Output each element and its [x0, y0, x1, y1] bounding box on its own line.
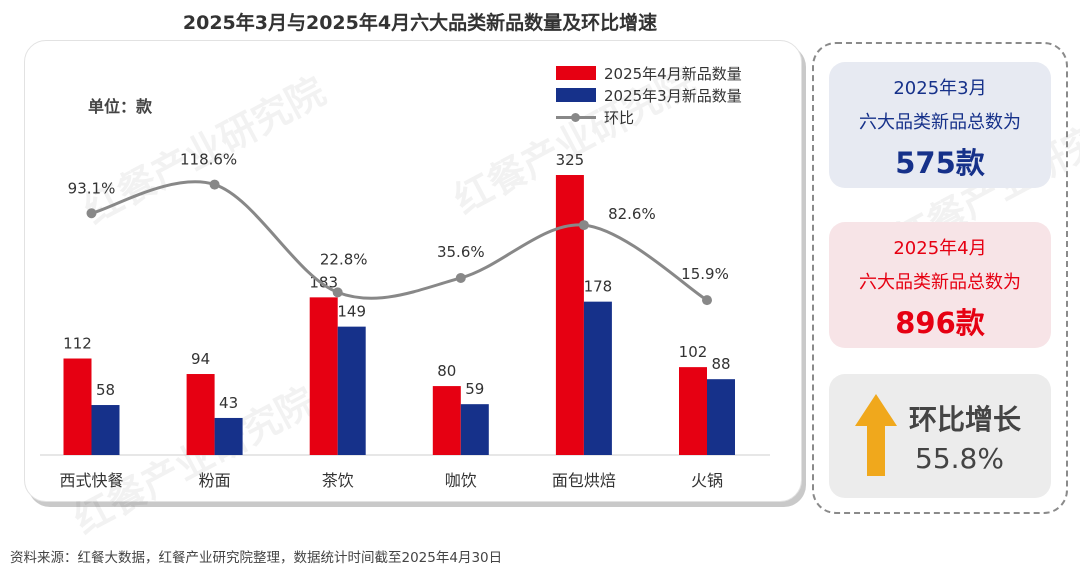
mom-data-label: 22.8%: [320, 250, 368, 268]
data-label-mar: 59: [465, 380, 484, 398]
mom-point: [578, 220, 589, 231]
bar-apr: [679, 367, 707, 455]
arrow-up-icon: [855, 394, 897, 476]
legend-swatch-mom: [556, 110, 596, 124]
page-title: 2025年3月与2025年4月六大品类新品数量及环比增速: [182, 12, 658, 34]
mom-point: [332, 287, 343, 298]
growth-label: 环比增长: [909, 403, 1022, 436]
bar-mar: [460, 404, 489, 455]
data-label-apr: 325: [556, 151, 585, 169]
legend: 2025年4月新品数量 2025年3月新品数量 环比: [556, 62, 742, 128]
data-label-apr: 102: [679, 343, 708, 361]
source-note: 资料来源：红餐大数据，红餐产业研究院整理，数据统计时间截至2025年4月30日: [10, 550, 503, 566]
mom-data-label: 15.9%: [681, 265, 729, 283]
apr-desc: 六大品类新品总数为: [859, 272, 1021, 293]
mom-data-label: 82.6%: [608, 205, 656, 223]
bar-mar: [337, 326, 366, 455]
mom-data-label: 35.6%: [437, 243, 485, 261]
growth-value: 55.8%: [915, 442, 1004, 475]
legend-item-mom: 环比: [556, 106, 742, 128]
mom-data-label: 118.6%: [180, 151, 237, 169]
mar-period: 2025年3月: [893, 78, 987, 99]
bar-mar: [214, 417, 243, 455]
summary-panel: 2025年3月 六大品类新品总数为 575款 2025年4月 六大品类新品总数为…: [812, 42, 1068, 514]
data-label-mar: 178: [584, 278, 613, 296]
data-label-mar: 58: [96, 381, 115, 399]
bar-mar: [707, 379, 735, 455]
data-label-apr: 94: [191, 350, 210, 368]
data-label-apr: 80: [437, 362, 456, 380]
mom-point: [455, 272, 466, 283]
x-tick-label: 茶饮: [322, 471, 354, 490]
bar-apr: [63, 358, 92, 455]
summary-box-apr: 2025年4月 六大品类新品总数为 896款: [829, 222, 1051, 348]
legend-label-apr: 2025年4月新品数量: [604, 64, 742, 83]
x-tick-label: 火锅: [691, 471, 723, 490]
mom-data-label: 93.1%: [68, 179, 116, 197]
bar-apr: [432, 386, 461, 455]
bar-apr: [186, 374, 215, 455]
bar-apr: [309, 297, 338, 455]
unit-label: 单位：款: [88, 97, 153, 116]
legend-swatch-apr: [556, 66, 596, 80]
bar-apr: [555, 175, 584, 455]
mom-point: [702, 295, 712, 306]
x-tick-label: 西式快餐: [59, 471, 123, 490]
data-label-mar: 43: [219, 394, 238, 412]
legend-label-mar: 2025年3月新品数量: [604, 86, 742, 105]
mom-point: [86, 208, 97, 219]
data-label-apr: 112: [63, 335, 92, 353]
bar-mar: [91, 405, 120, 455]
bar-mar: [583, 301, 612, 455]
summary-box-growth: 环比增长 55.8%: [829, 374, 1051, 498]
mar-total: 575款: [895, 146, 985, 180]
legend-item-apr: 2025年4月新品数量: [556, 62, 742, 84]
bar-line-chart: 11258西式快餐9443粉面183149茶饮8059咖饮325178面包烘焙1…: [40, 151, 770, 490]
data-label-mar: 149: [337, 303, 366, 321]
apr-period: 2025年4月: [893, 238, 987, 259]
mom-line: [91, 180, 708, 302]
x-tick-label: 面包烘焙: [552, 471, 616, 490]
x-tick-label: 粉面: [199, 471, 231, 490]
x-tick-label: 咖饮: [445, 471, 477, 490]
legend-item-mar: 2025年3月新品数量: [556, 84, 742, 106]
legend-label-mom: 环比: [604, 108, 635, 127]
mar-desc: 六大品类新品总数为: [859, 112, 1021, 133]
summary-box-mar: 2025年3月 六大品类新品总数为 575款: [829, 62, 1051, 188]
chart-card: [24, 40, 802, 502]
mom-point: [209, 179, 220, 190]
data-label-mar: 88: [711, 355, 730, 373]
legend-swatch-mar: [556, 88, 596, 102]
apr-total: 896款: [895, 306, 985, 340]
